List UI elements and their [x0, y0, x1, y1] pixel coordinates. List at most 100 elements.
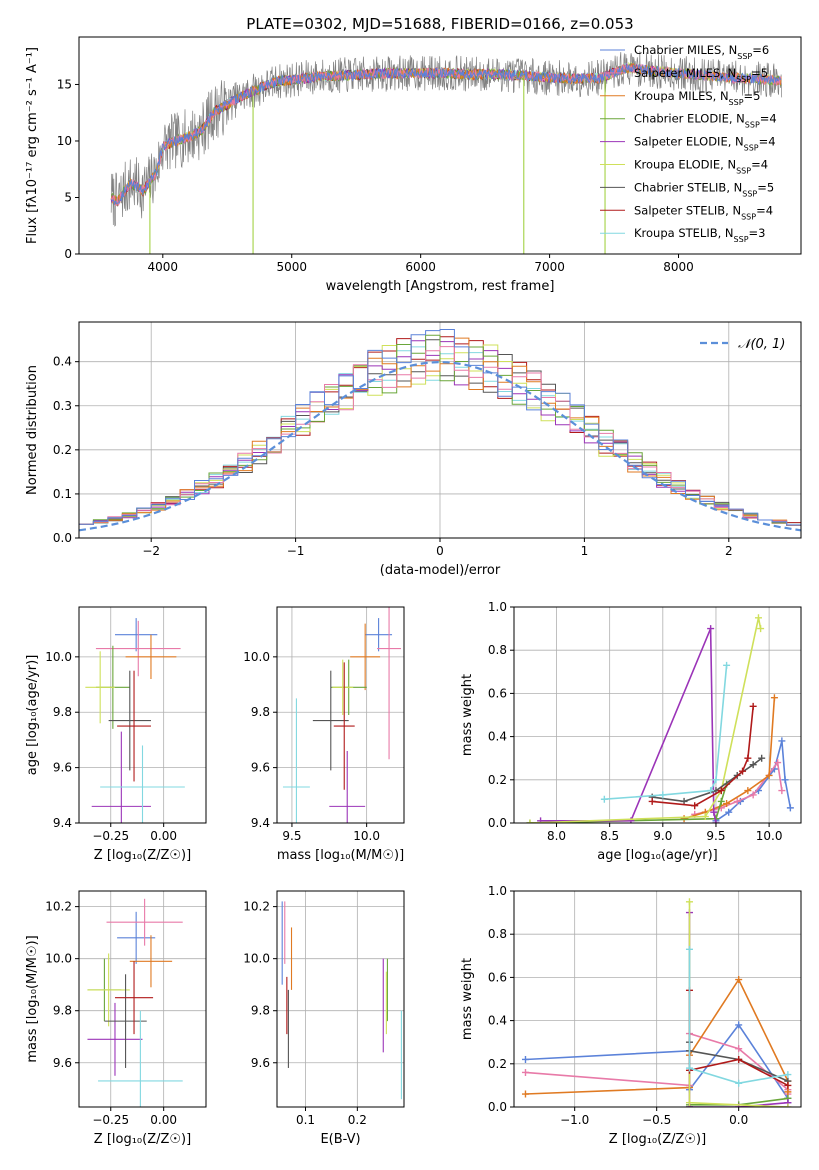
x-tick-label: 0.0 — [729, 1113, 748, 1127]
weight-marker — [784, 1088, 792, 1096]
x-tick-label: −0.25 — [92, 1113, 129, 1127]
y-tick-label: 9.6 — [53, 1056, 72, 1070]
y-axis-label: Flux [fλ10⁻¹⁷ erg cm⁻² s⁻¹ A⁻¹] — [25, 47, 40, 244]
weight-marker — [735, 1079, 743, 1087]
weight-marker — [784, 1071, 792, 1079]
y-tick-label: 0.0 — [53, 531, 72, 545]
weight-marker — [712, 819, 720, 823]
y-tick-label: 9.6 — [251, 761, 270, 775]
age-vs-mass-marks — [282, 607, 402, 823]
legend-label: Chabrier MILES, NSSP=6 — [634, 43, 769, 61]
weight-marker — [781, 776, 789, 784]
x-tick-label: 9.0 — [653, 829, 672, 843]
weight-marker — [712, 776, 720, 784]
weight-marker — [648, 797, 656, 805]
weight-marker — [757, 625, 765, 633]
x-tick-label: 0.00 — [150, 829, 177, 843]
mass-weight-vs-metallicity-marks — [521, 898, 792, 1107]
y-tick-label: 0.3 — [53, 399, 72, 413]
weight-marker — [784, 1103, 792, 1107]
weight-line — [688, 949, 789, 1085]
weight-line — [683, 697, 776, 820]
weight-marker — [685, 1064, 693, 1072]
y-tick-label: 5 — [64, 190, 72, 204]
mass-vs-metallicity-marks — [87, 898, 183, 1107]
weight-marker — [707, 625, 715, 633]
weight-line — [715, 740, 792, 822]
weight-marker — [774, 759, 782, 767]
observed-spectrum — [110, 51, 783, 227]
y-tick-label: 0.6 — [488, 686, 507, 700]
weight-marker — [744, 787, 752, 795]
mass-vs-extinction-frame — [276, 890, 405, 1108]
y-tick-label: 10.0 — [45, 650, 72, 664]
spectrum-axes: 4000 5000 6000 7000 8000 0 5 10 15 wavelength [An… — [25, 36, 802, 294]
figure-title: PLATE=0302, MJD=51688, FIBERID=0166, z=0… — [246, 15, 633, 33]
weight-line — [652, 706, 754, 807]
residual-step — [79, 334, 801, 526]
y-tick-label: 0 — [64, 247, 72, 261]
x-tick-label: 6000 — [405, 260, 436, 274]
legend-label: Salpeter STELIB, NSSP=4 — [634, 203, 773, 221]
y-tick-label: 0.2 — [488, 773, 507, 787]
x-tick-label: 8.5 — [600, 829, 619, 843]
x-axis-label: (data-model)/error — [380, 563, 501, 578]
age-vs-metallicity-marks — [85, 618, 185, 823]
x-axis-label: mass [log₁₀(M/M☉)] — [277, 848, 404, 863]
y-axis-label: age [log₁₀(age/yr)] — [25, 655, 40, 776]
spectrum-marks — [110, 51, 783, 254]
weight-marker — [749, 761, 757, 769]
x-tick-label: 9.5 — [706, 829, 725, 843]
y-tick-label: 9.8 — [53, 1004, 72, 1018]
y-tick-label: 10.0 — [243, 650, 270, 664]
weight-marker — [717, 787, 725, 795]
y-tick-label: 9.6 — [53, 761, 72, 775]
weight-marker — [765, 771, 773, 779]
x-axis-label: E(B-V) — [320, 1132, 360, 1147]
y-tick-label: 10.0 — [243, 952, 270, 966]
weight-marker — [723, 661, 731, 669]
y-tick-label: 0.4 — [488, 1014, 507, 1028]
weight-marker — [786, 804, 794, 812]
y-axis-label: mass weight — [460, 674, 475, 756]
weight-marker — [725, 808, 733, 816]
y-axis-label: mass weight — [460, 958, 475, 1040]
y-tick-label: 1.0 — [488, 600, 507, 614]
residual-step — [79, 329, 801, 526]
residual-histogram-axes: −2 −1 0 1 2 0.0 0.1 0.2 0.3 0.4 (data-model)/error… — [25, 321, 802, 578]
mass-vs-extinction-marks — [281, 901, 402, 1100]
y-tick-label: 10.2 — [45, 900, 72, 914]
legend-label: Kroupa ELODIE, NSSP=4 — [634, 158, 768, 176]
mass-vs-extinction-axes: 0.1 0.2 9.6 9.8 10.0 10.2 E(B-V) — [243, 890, 405, 1147]
residual-step — [79, 337, 801, 526]
weight-marker — [784, 1081, 792, 1089]
y-tick-label: 15 — [57, 77, 72, 91]
y-tick-label: 9.8 — [251, 705, 270, 719]
x-axis-label: Z [log₁₀(Z/Z☉)] — [94, 848, 191, 863]
x-tick-label: −2 — [142, 544, 160, 558]
x-tick-label: 0 — [436, 544, 444, 558]
weight-marker — [680, 797, 688, 805]
weight-marker — [735, 976, 743, 984]
y-tick-label: 10 — [57, 134, 72, 148]
mass-vs-metallicity-axes: −0.25 0.00 9.6 9.8 10.0 10.2 Z [log₁₀(Z/Z☉)] ma… — [25, 890, 207, 1147]
spectrum-legend: Chabrier MILES, NSSP=6 Salpeter MILES, NS… — [600, 43, 777, 244]
weight-marker — [735, 1021, 743, 1029]
x-tick-label: 5000 — [276, 260, 307, 274]
weight-marker — [749, 702, 757, 710]
x-tick-label: 8.0 — [547, 829, 566, 843]
weight-marker — [754, 614, 762, 622]
y-tick-label: 0.6 — [488, 970, 507, 984]
x-axis-label: wavelength [Angstrom, rest frame] — [326, 279, 555, 294]
y-tick-label: 10.0 — [45, 952, 72, 966]
weight-marker — [691, 802, 699, 810]
x-tick-label: 2 — [725, 544, 733, 558]
weight-marker — [733, 797, 741, 805]
mass-weight-vs-metallicity-frame — [513, 890, 802, 1108]
y-tick-label: 0.8 — [488, 643, 507, 657]
mass-weight-vs-age-marks — [526, 614, 794, 823]
weight-marker — [526, 819, 534, 823]
y-axis-label: Normed distribution — [25, 365, 40, 495]
